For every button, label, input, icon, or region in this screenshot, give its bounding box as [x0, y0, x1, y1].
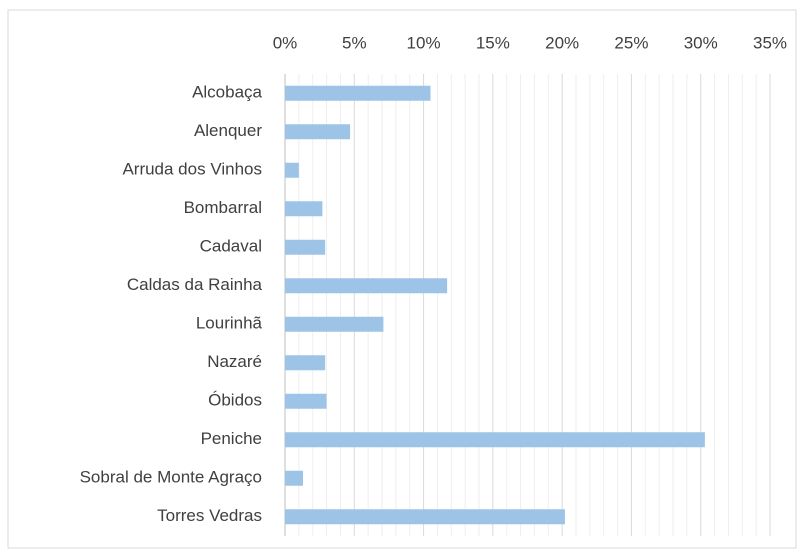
bar	[285, 470, 304, 486]
bar	[285, 509, 565, 525]
y-tick-label: Nazaré	[207, 352, 262, 371]
bar	[285, 355, 326, 371]
y-tick-label: Óbidos	[208, 391, 262, 410]
bar	[285, 201, 323, 217]
y-tick-label: Arruda dos Vinhos	[122, 160, 262, 179]
y-tick-label: Cadaval	[200, 237, 262, 256]
y-tick-label: Caldas da Rainha	[127, 275, 263, 294]
y-tick-label: Alenquer	[194, 121, 262, 140]
y-tick-label: Lourinhã	[196, 314, 263, 333]
x-tick-label: 35%	[753, 33, 787, 52]
bar	[285, 85, 431, 101]
x-tick-label: 20%	[545, 33, 579, 52]
bar	[285, 239, 326, 255]
x-tick-label: 15%	[476, 33, 510, 52]
x-tick-label: 10%	[407, 33, 441, 52]
y-tick-label: Sobral de Monte Agraço	[80, 468, 262, 487]
y-tick-label: Peniche	[201, 429, 262, 448]
x-tick-label: 30%	[684, 33, 718, 52]
y-tick-label: Alcobaça	[192, 83, 262, 102]
bar	[285, 162, 299, 178]
y-tick-label: Torres Vedras	[157, 506, 262, 525]
bar	[285, 124, 351, 140]
bar	[285, 432, 705, 448]
bar	[285, 393, 327, 409]
x-tick-label: 25%	[614, 33, 648, 52]
x-tick-label: 0%	[273, 33, 298, 52]
bar	[285, 316, 384, 332]
bar	[285, 278, 448, 294]
y-tick-label: Bombarral	[184, 198, 262, 217]
x-tick-label: 5%	[342, 33, 367, 52]
